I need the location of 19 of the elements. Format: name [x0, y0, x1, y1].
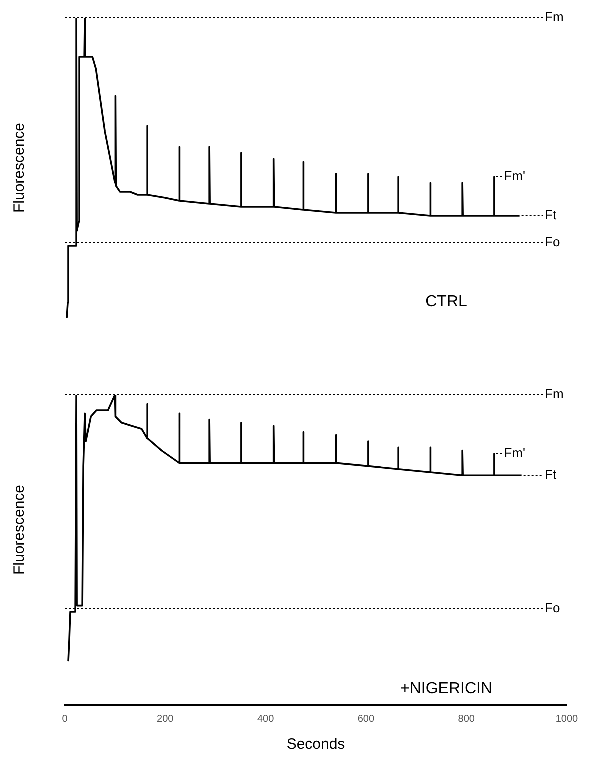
ref-line-label: Fm: [545, 10, 564, 25]
annotation: Ft: [545, 208, 557, 223]
ref-line-label: Fm: [545, 386, 564, 402]
annotation: CTRL: [426, 293, 468, 310]
annotation: Fm': [504, 168, 526, 184]
annotation: +NIGERICIN: [400, 680, 493, 698]
x-tick-label: 1000: [556, 714, 579, 725]
x-tick-label: 400: [257, 714, 275, 725]
y-axis-title: Fluorescence: [11, 122, 28, 214]
x-tick-label: 0: [62, 714, 68, 725]
x-tick-label: 800: [458, 714, 476, 725]
x-tick-label: 600: [358, 714, 375, 725]
ref-line-label: Fo: [545, 234, 560, 250]
ref-line-label: Fo: [545, 600, 560, 616]
x-axis-title: Seconds: [286, 736, 346, 754]
y-axis-title: Fluorescence: [11, 484, 28, 576]
annotation: Ft: [545, 467, 557, 482]
annotation: Fm': [504, 445, 526, 460]
x-tick-label: 200: [157, 714, 174, 725]
